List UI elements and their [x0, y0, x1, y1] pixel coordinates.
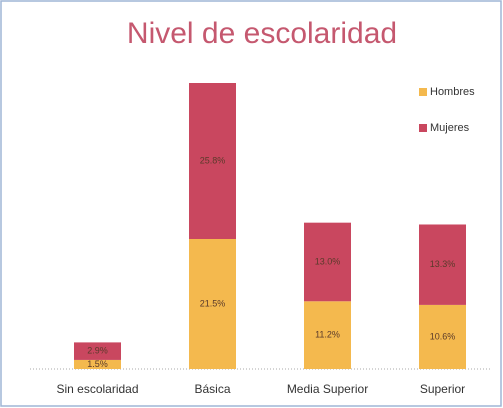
- bar-segment: [304, 222, 351, 302]
- x-tick-label: Básica: [194, 382, 230, 396]
- data-label: 13.0%: [315, 256, 341, 266]
- data-label: 11.2%: [315, 330, 340, 340]
- legend-swatch: [419, 88, 427, 96]
- data-label: 25.8%: [200, 155, 226, 165]
- legend-label: Hombres: [430, 86, 475, 98]
- bar-segment: [419, 304, 466, 369]
- legend-swatch: [419, 124, 427, 132]
- bar-segment: [189, 83, 236, 239]
- data-label: 1.5%: [87, 359, 108, 369]
- legend-label: Mujeres: [430, 122, 470, 134]
- x-tick-label: Sin escolaridad: [56, 382, 138, 396]
- bar-segment: [189, 239, 236, 369]
- chart-title: Nivel de escolaridad: [127, 17, 397, 50]
- bar-segment: [304, 301, 351, 369]
- bar-segment: [74, 359, 121, 369]
- data-label: 21.5%: [200, 298, 226, 308]
- bar-segment: [74, 342, 121, 360]
- data-label: 10.6%: [430, 331, 456, 341]
- data-label: 2.9%: [87, 346, 108, 356]
- x-tick-label: Superior: [420, 382, 465, 396]
- x-tick-label: Media Superior: [287, 382, 368, 396]
- data-label: 13.3%: [430, 259, 456, 269]
- bar-segment: [419, 224, 466, 305]
